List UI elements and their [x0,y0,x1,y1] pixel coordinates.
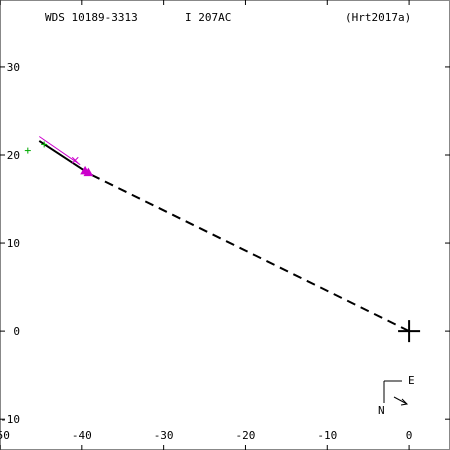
y-tick-label: 30 [7,61,20,74]
primary-star [398,320,421,343]
measurement-plus [41,141,48,148]
compass-motion-arrowhead [400,398,409,406]
y-tick-label: 20 [7,149,20,162]
separation-line [84,170,410,333]
y-tick-label: -10 [0,413,20,426]
magenta-track [38,136,81,166]
y-tick-label: 10 [7,237,20,250]
compass-rose: N E [378,374,415,417]
chart-lines [38,136,410,333]
wds-id-label: WDS 10189-3313 [45,11,138,24]
measurement-plus [24,147,31,154]
y-tick-label: 0 [13,325,20,338]
x-tick-label: -40 [72,429,92,442]
measurement-triangle [83,167,94,177]
x-tick-label: -20 [236,429,256,442]
component-label: I 207AC [185,11,231,24]
measurement-cross [71,156,79,164]
compass-east-label: E [408,374,415,387]
x-tick-label: 0 [406,429,413,442]
compass-motion-arrow [393,396,408,405]
compass-north-label: N [378,404,385,417]
orbit-segment [38,140,85,171]
x-tick-label: -30 [154,429,174,442]
x-tick-label: -50 [0,429,10,442]
axis-tick-labels: -50 -40 -30 -20 -10 0 -10 0 10 20 30 [0,61,412,442]
reference-label: (Hrt2017a) [345,11,411,24]
measurement-points [24,141,94,177]
x-tick-label: -10 [317,429,337,442]
